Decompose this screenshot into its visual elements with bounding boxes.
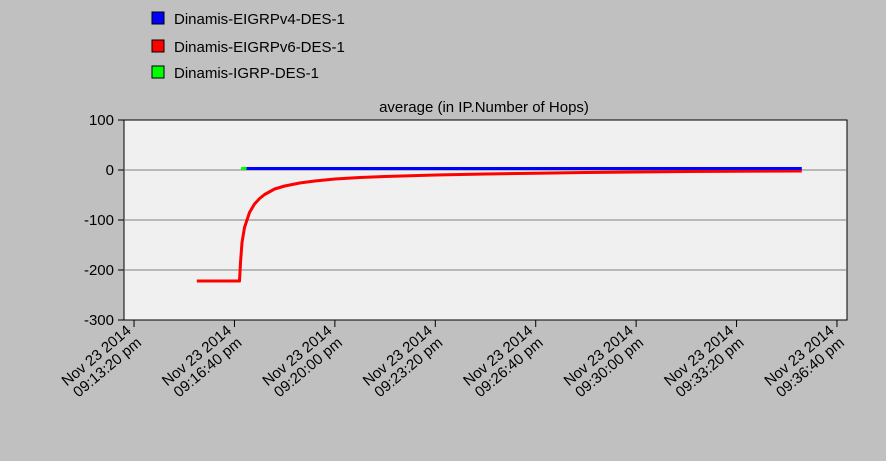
chart-title: average (in IP.Number of Hops) xyxy=(379,99,589,116)
legend-swatch-eigrpv4 xyxy=(151,11,165,25)
y-tick-label: -100 xyxy=(84,212,114,229)
legend-swatch-igrp xyxy=(151,65,165,79)
legend-label-igrp: Dinamis-IGRP-DES-1 xyxy=(174,65,319,82)
y-tick-label: -300 xyxy=(84,312,114,329)
legend-label-eigrpv4: Dinamis-EIGRPv4-DES-1 xyxy=(174,11,345,28)
legend-swatch-eigrpv6 xyxy=(151,39,165,53)
series-line-eigrpv6 xyxy=(196,169,802,283)
legend: Dinamis-EIGRPv4-DES-1 Dinamis-EIGRPv6-DE… xyxy=(151,11,345,82)
y-axis: 100 0 -100 -200 -300 xyxy=(84,112,124,329)
y-tick-label: 0 xyxy=(106,162,114,179)
legend-label-eigrpv6: Dinamis-EIGRPv6-DES-1 xyxy=(174,39,345,56)
series-lines xyxy=(196,167,802,283)
y-tick-label: 100 xyxy=(89,112,114,129)
y-tick-label: -200 xyxy=(84,262,114,279)
